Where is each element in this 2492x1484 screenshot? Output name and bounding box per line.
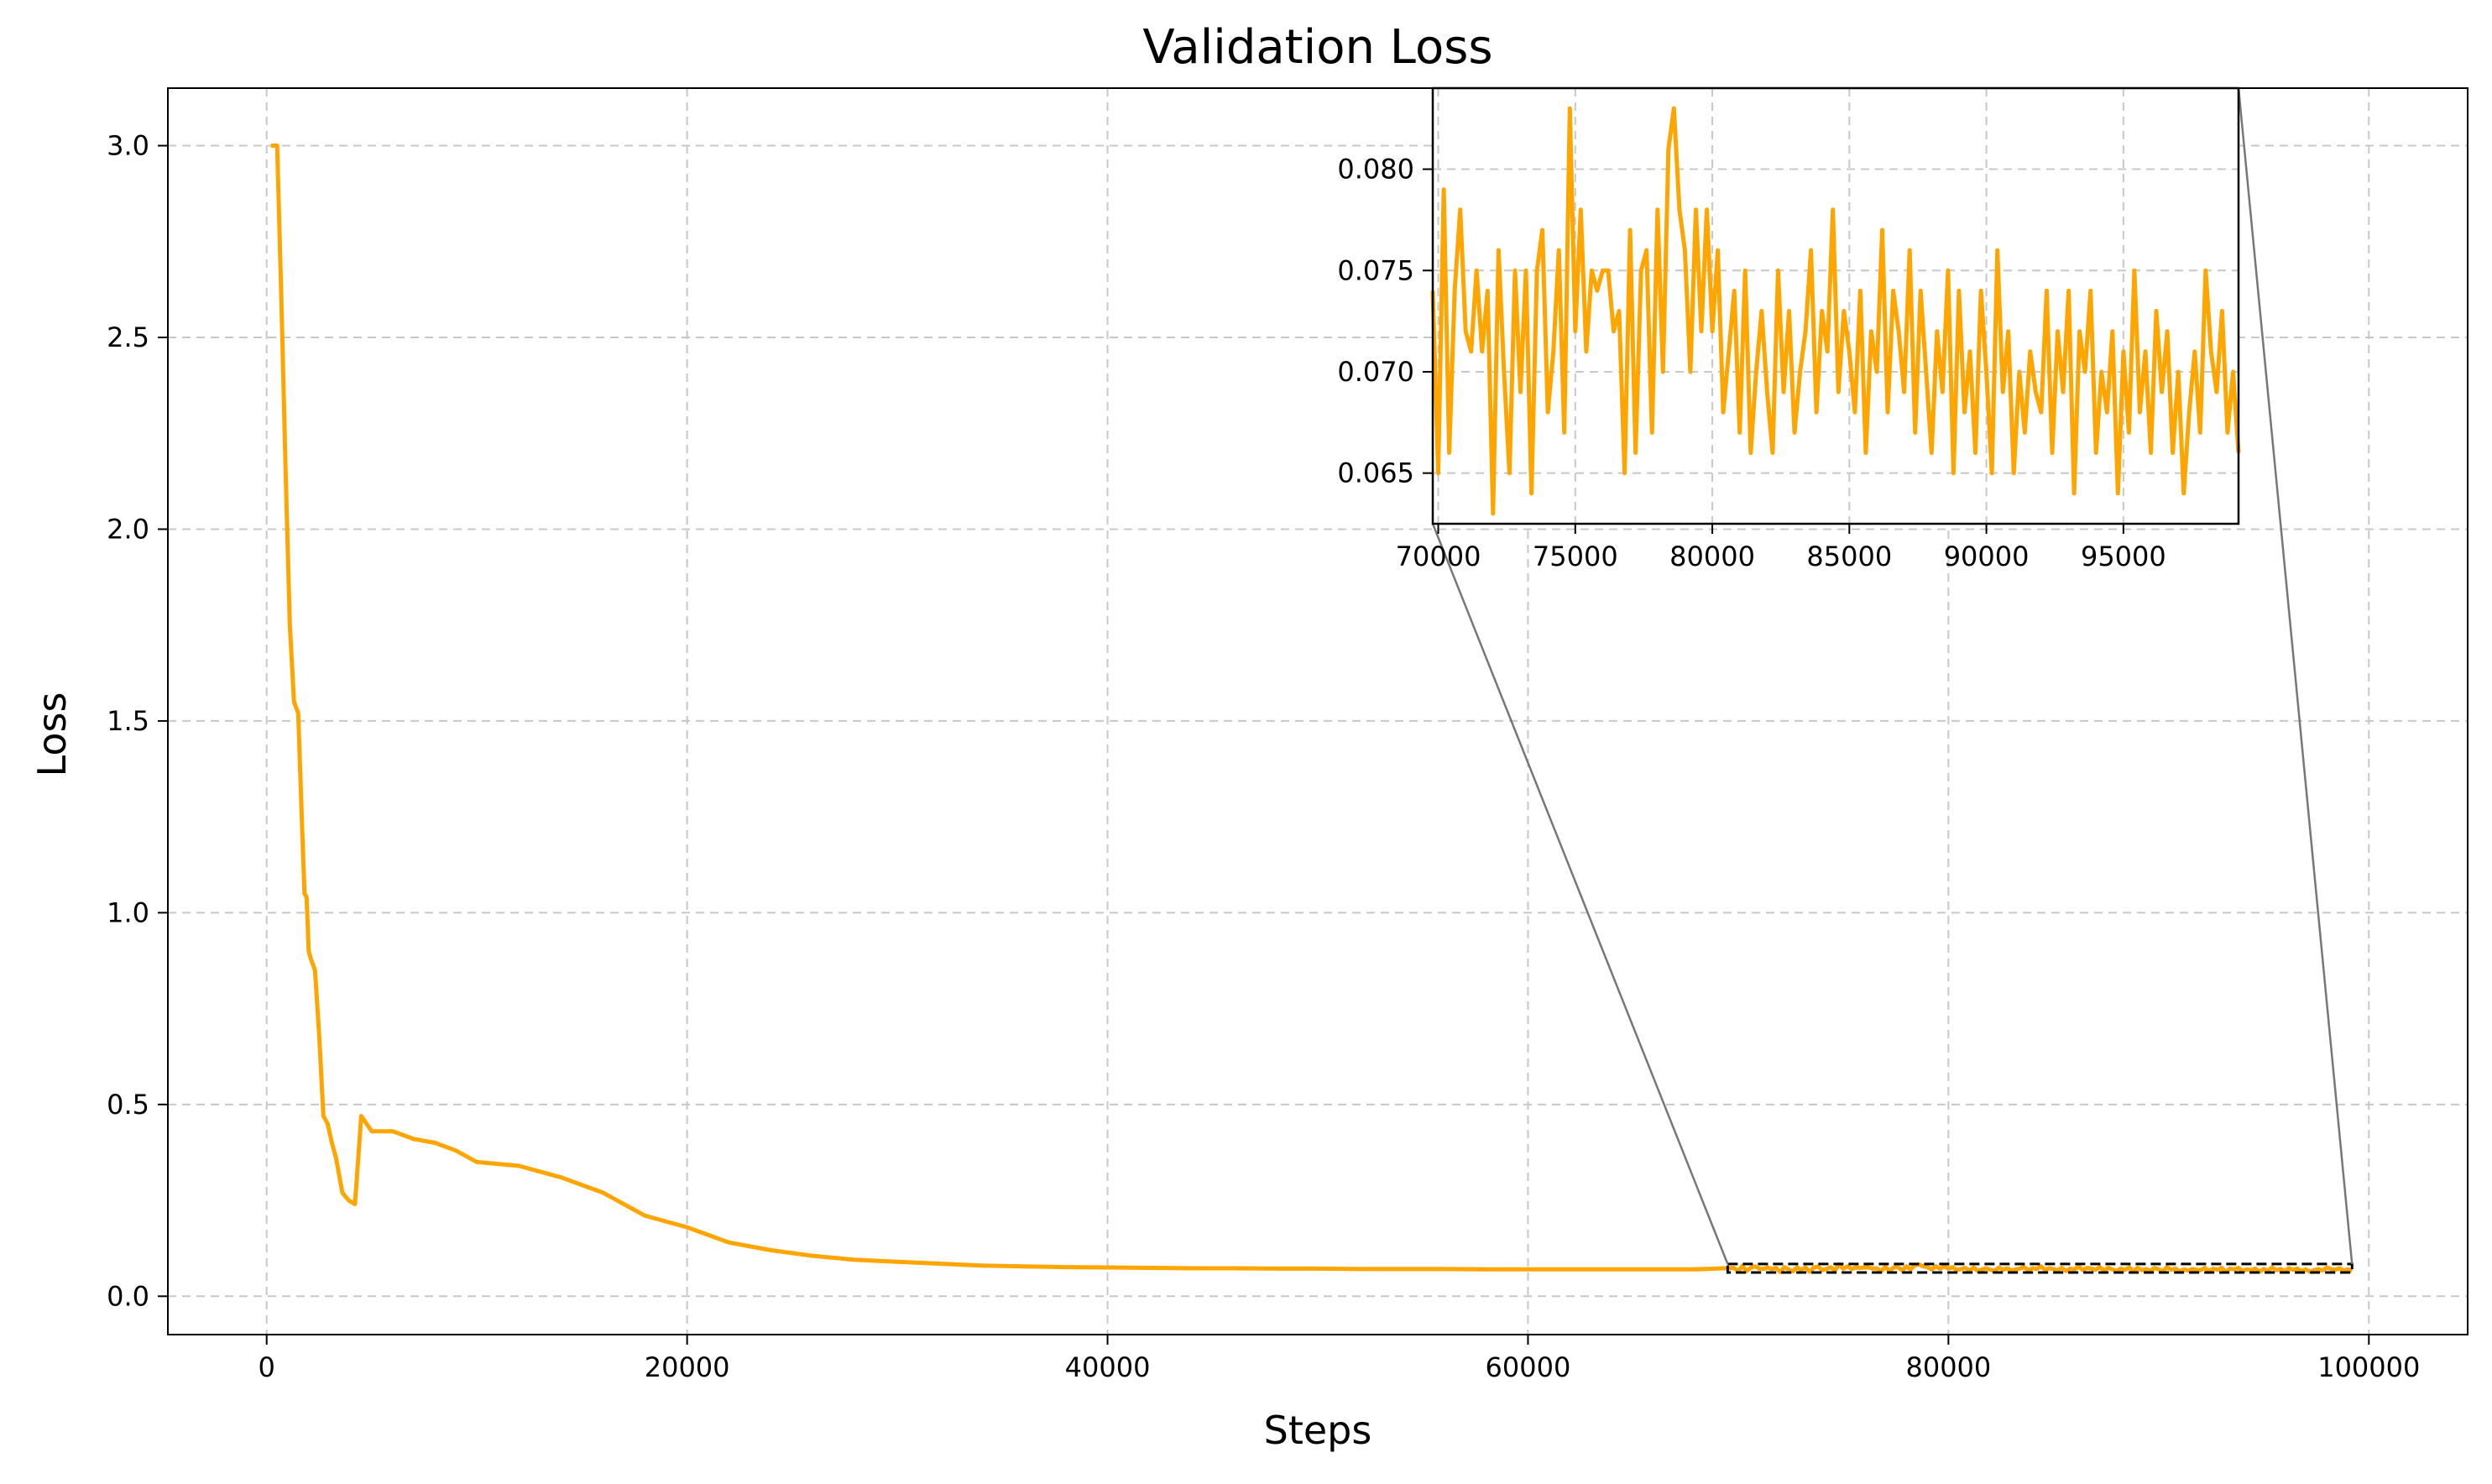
inset-x-tick-label: 85000 xyxy=(1806,541,1892,572)
y-tick-label: 2.0 xyxy=(107,513,149,545)
y-tick-label: 2.5 xyxy=(107,321,149,353)
inset-loss-line xyxy=(1430,106,2241,516)
y-tick-label: 3.0 xyxy=(107,130,149,162)
zoom-connector-line xyxy=(1431,523,1729,1265)
chart-title: Validation Loss xyxy=(1142,20,1492,75)
y-tick-label: 0.5 xyxy=(107,1089,149,1121)
inset-zoom-plot: 70000 75000 80000 85000 90000 95000 0.065 0.070… xyxy=(1337,86,2241,572)
x-tick-label: 60000 xyxy=(1486,1351,1571,1383)
inset-frame xyxy=(1431,86,2240,525)
zoom-region-box xyxy=(1726,1262,2354,1274)
inset-x-tick-label: 90000 xyxy=(1944,541,2030,572)
inset-x-tick-label: 75000 xyxy=(1533,541,1618,572)
inset-y-tick-label: 0.065 xyxy=(1337,457,1414,489)
x-tick-label: 80000 xyxy=(1905,1351,1991,1383)
main-x-axis: 0 20000 40000 60000 80000 100000 xyxy=(259,1335,2420,1383)
loss-line xyxy=(270,144,2354,1274)
inset-y-tick-label: 0.075 xyxy=(1337,254,1414,286)
inset-y-tick-label: 0.070 xyxy=(1337,356,1414,388)
main-plot-frame xyxy=(167,87,2468,1335)
y-tick-label: 0.0 xyxy=(107,1280,149,1312)
x-tick-label: 20000 xyxy=(645,1351,730,1383)
zoom-connectors xyxy=(1431,87,2354,1274)
main-y-axis: 0.0 0.5 1.0 1.5 2.0 2.5 3.0 xyxy=(107,130,168,1312)
y-tick-label: 1.0 xyxy=(107,896,149,928)
x-tick-label: 40000 xyxy=(1065,1351,1151,1383)
y-axis-label: Loss xyxy=(29,692,75,777)
y-tick-label: 1.5 xyxy=(107,705,149,737)
x-axis-label: Steps xyxy=(1264,1408,1372,1453)
inset-x-tick-label: 70000 xyxy=(1396,541,1481,572)
inset-y-tick-label: 0.080 xyxy=(1337,154,1414,186)
inset-x-tick-label: 80000 xyxy=(1669,541,1755,572)
x-tick-label: 0 xyxy=(259,1351,275,1383)
x-tick-label: 100000 xyxy=(2317,1351,2420,1383)
main-series xyxy=(270,144,2354,1274)
zoom-connector-line xyxy=(2237,87,2354,1265)
inset-x-tick-label: 95000 xyxy=(2081,541,2166,572)
